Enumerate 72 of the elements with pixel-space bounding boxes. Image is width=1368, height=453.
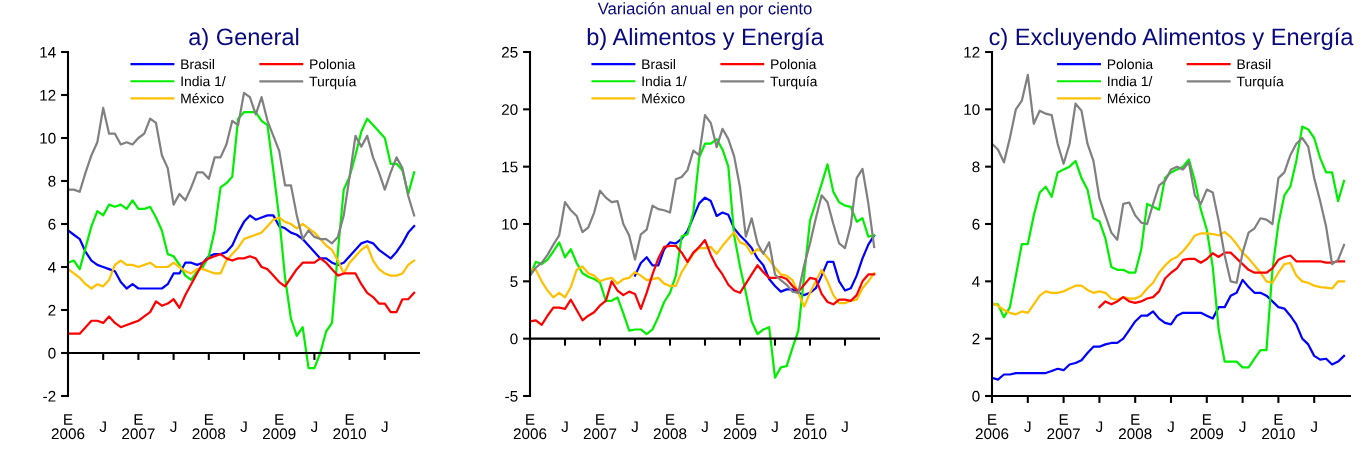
legend-label: Polonia	[310, 58, 356, 70]
x-tick-label: E 2007	[122, 414, 155, 440]
x-tick-label: J	[1095, 421, 1103, 433]
x-tick-label: E 2008	[653, 414, 687, 440]
y-tick-label: 2	[48, 304, 56, 316]
x-tick-label: J	[240, 421, 247, 433]
y-tick-label: 8	[972, 161, 980, 173]
legend-label: Turquía	[770, 76, 818, 90]
x-tick-label: E 2006	[51, 414, 85, 440]
x-tick-label: E 2007	[583, 414, 617, 440]
x-tick-label: J	[1167, 421, 1174, 433]
x-tick-label: E 2008	[192, 414, 226, 440]
y-tick-label: 2	[972, 333, 980, 345]
y-tick-label: 14	[40, 47, 56, 58]
x-tick-label: J	[310, 421, 318, 433]
x-tick-label: E 2010	[793, 414, 827, 440]
legend-label: India 1/	[642, 76, 687, 87]
y-tick-label: 4	[972, 276, 980, 287]
y-tick-label: 8	[48, 175, 56, 187]
legend-label: México	[181, 93, 224, 104]
x-tick-label: J	[841, 421, 848, 433]
legend-label: Brasil	[642, 58, 675, 70]
chart-title: c) Excluyendo Alimentos y Energía	[989, 27, 1354, 50]
y-tick-label: 10	[964, 104, 980, 116]
x-tick-label: J	[771, 421, 778, 433]
legend-label: México	[642, 93, 685, 104]
y-tick-label: 6	[972, 218, 980, 230]
legend-label: México	[1107, 93, 1151, 104]
x-tick-label: J	[99, 421, 106, 433]
y-tick-label: 6	[48, 218, 56, 230]
y-tick-label: 4	[48, 262, 56, 273]
y-tick-label: -2	[43, 390, 56, 402]
x-tick-label: E 2007	[1047, 414, 1080, 440]
chart-title: a) General	[189, 27, 299, 50]
x-tick-label: E 2006	[513, 414, 547, 440]
y-tick-label: 12	[40, 89, 56, 101]
legend-label: Polonia	[771, 58, 817, 70]
legend-label: Brasil	[1237, 58, 1271, 70]
x-tick-label: J	[561, 421, 568, 433]
y-tick-label: 15	[502, 161, 518, 173]
x-tick-label: E 2008	[1118, 414, 1152, 440]
x-tick-label: J	[1239, 421, 1246, 433]
x-tick-label: J	[1024, 421, 1031, 433]
y-tick-label: 25	[501, 46, 518, 58]
x-tick-label: E 2010	[1262, 414, 1295, 440]
x-tick-label: J	[631, 421, 638, 433]
chart-title: b) Alimentos y Energía	[587, 27, 824, 50]
x-tick-label: J	[381, 421, 388, 433]
y-tick-label: 12	[964, 46, 980, 58]
x-tick-label: E 2009	[1190, 414, 1224, 440]
y-tick-label: 20	[501, 104, 518, 116]
x-tick-label: J	[170, 421, 177, 433]
x-tick-label: E 2010	[333, 414, 366, 440]
y-tick-label: 10	[502, 218, 518, 230]
y-tick-label: 0	[510, 333, 518, 345]
x-tick-label: E 2009	[262, 414, 296, 440]
legend-label: India 1/	[181, 76, 226, 87]
legend-label: Turquía	[309, 76, 357, 90]
y-tick-label: 10	[40, 132, 56, 144]
y-tick-label: 5	[510, 276, 518, 288]
y-tick-label: 0	[972, 390, 980, 402]
y-tick-label: -5	[505, 391, 518, 402]
x-tick-label: J	[1310, 421, 1317, 433]
x-tick-label: E 2009	[723, 414, 757, 440]
x-tick-label: E 2006	[975, 414, 1009, 440]
legend-label: Polonia	[1107, 58, 1154, 70]
legend-label: Turquía	[1236, 76, 1284, 90]
legend-label: India 1/	[1108, 76, 1153, 87]
text: Variación anual en por ciento	[597, 2, 812, 18]
y-tick-label: 0	[48, 347, 56, 359]
x-tick-label: J	[701, 421, 708, 433]
legend-label: Brasil	[181, 58, 214, 70]
